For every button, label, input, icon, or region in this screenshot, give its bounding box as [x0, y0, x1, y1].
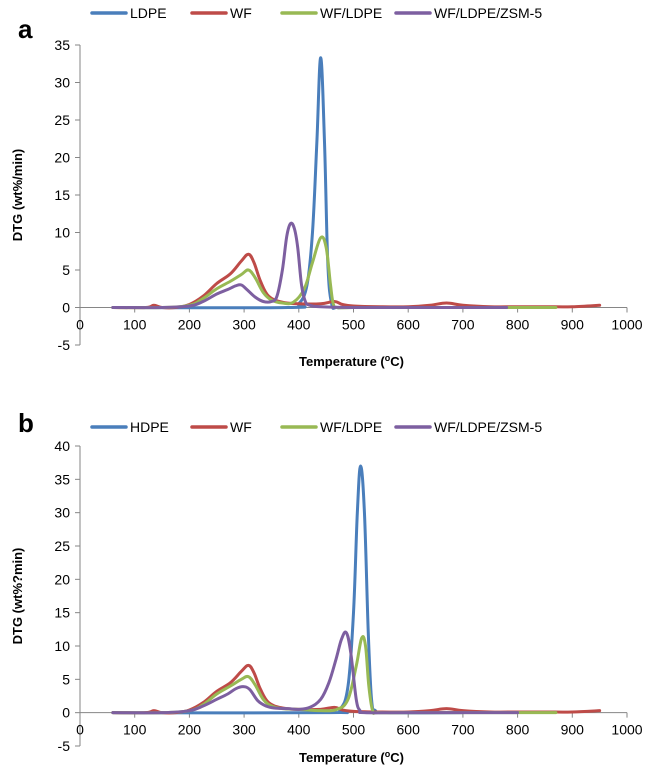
- x-tick-label: 700: [451, 722, 475, 738]
- y-tick-label: 25: [54, 112, 70, 128]
- x-tick-label: 700: [451, 317, 475, 333]
- y-tick-label: 25: [54, 538, 70, 554]
- x-tick-label: 200: [178, 317, 202, 333]
- x-tick-label: 500: [342, 722, 366, 738]
- x-axis-title: Temperature (oC): [299, 353, 404, 369]
- x-tick-label: 400: [287, 317, 311, 333]
- x-tick-label: 600: [397, 722, 421, 738]
- x-tick-label: 200: [178, 722, 202, 738]
- x-tick-label: 400: [287, 722, 311, 738]
- x-tick-label: 900: [561, 317, 585, 333]
- x-tick-label: 800: [506, 317, 530, 333]
- y-tick-label: -5: [58, 337, 71, 353]
- legend-label: LDPE: [130, 5, 167, 21]
- y-tick-label: 30: [54, 505, 70, 521]
- y-axis-title: DTG (wt%/min): [10, 149, 25, 241]
- x-axis-title-end: C): [390, 354, 404, 369]
- x-axis-title-end: C): [390, 750, 404, 765]
- chart-panel-a: -5 0 5 10 15 20 25 30 35 0 100 200 300 400 500 600 700 80…: [10, 5, 643, 369]
- series-line-wf-ldpe-zsm-5: [111, 630, 520, 715]
- series-line-hdpe: [111, 464, 465, 715]
- legend-label: WF/LDPE/ZSM-5: [434, 419, 542, 435]
- y-tick-label: 20: [54, 571, 70, 587]
- x-axis-title-superscript: o: [385, 749, 391, 759]
- y-tick-label: 35: [54, 471, 70, 487]
- series-line-wf-ldpe-zsm-5: [111, 221, 509, 310]
- legend-label: WF: [230, 5, 252, 21]
- x-tick-label: 100: [123, 317, 147, 333]
- panel-label: b: [18, 408, 34, 438]
- x-axis-title-text: Temperature (: [299, 354, 385, 369]
- y-tick-label: 5: [62, 671, 70, 687]
- y-tick-label: 30: [54, 75, 70, 91]
- series-line-wf-ldpe: [111, 635, 558, 715]
- y-tick-label: 5: [62, 262, 70, 278]
- x-tick-label: 500: [342, 317, 366, 333]
- legend-label: WF/LDPE/ZSM-5: [434, 5, 542, 21]
- x-tick-label: 800: [506, 722, 530, 738]
- x-axis-title: Temperature (oC): [299, 749, 404, 765]
- legend-label: WF: [230, 419, 252, 435]
- y-tick-label: 10: [54, 225, 70, 241]
- y-tick-label: 10: [54, 638, 70, 654]
- y-tick-label: 20: [54, 150, 70, 166]
- x-tick-label: 600: [397, 317, 421, 333]
- y-axis-title: DTG (wt%?min): [10, 548, 25, 645]
- x-axis-title-text: Temperature (: [299, 750, 385, 765]
- x-tick-label: 1000: [611, 317, 642, 333]
- x-tick-label: 100: [123, 722, 147, 738]
- y-tick-label: 35: [54, 37, 70, 53]
- legend-label: HDPE: [130, 419, 169, 435]
- x-axis-title-superscript: o: [385, 353, 391, 363]
- y-tick-label: 15: [54, 187, 70, 203]
- x-tick-label: 900: [561, 722, 585, 738]
- series-line-wf-ldpe: [111, 235, 558, 310]
- x-tick-label: 1000: [611, 722, 642, 738]
- series-line-ldpe: [111, 56, 465, 310]
- y-tick-label: -5: [58, 738, 71, 754]
- x-tick-label: 0: [76, 722, 84, 738]
- y-tick-label: 15: [54, 605, 70, 621]
- series-line-wf: [111, 252, 602, 310]
- legend-label: WF/LDPE: [320, 419, 382, 435]
- x-tick-label: 0: [76, 317, 84, 333]
- legend-label: WF/LDPE: [320, 5, 382, 21]
- y-tick-label: 0: [62, 705, 70, 721]
- x-tick-label: 300: [232, 722, 256, 738]
- panel-label: a: [18, 14, 33, 44]
- x-tick-label: 300: [232, 317, 256, 333]
- y-tick-label: 0: [62, 300, 70, 316]
- y-tick-label: 40: [54, 438, 70, 454]
